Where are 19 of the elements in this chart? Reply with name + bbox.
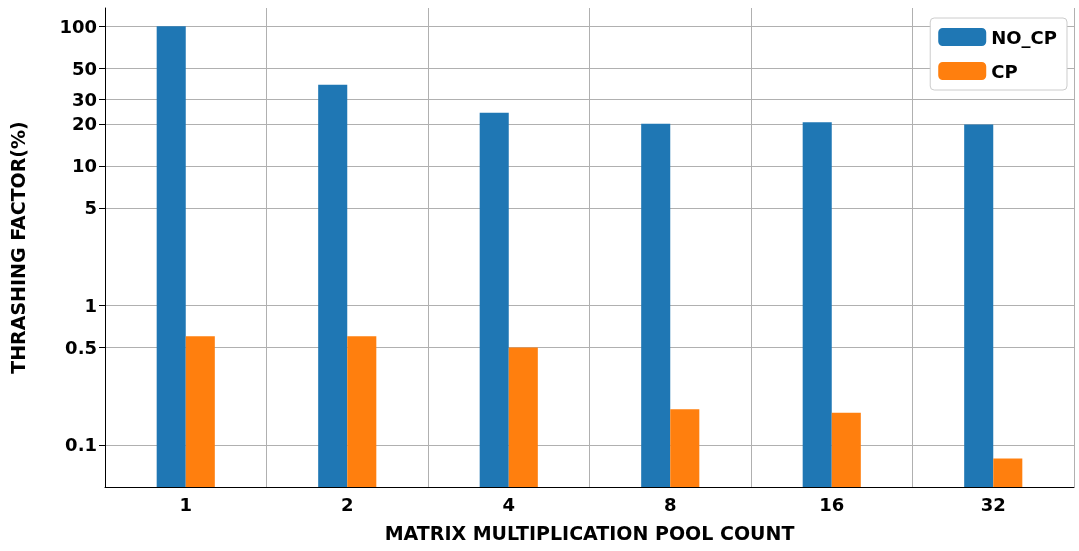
y-tick-label: 5 (84, 197, 97, 219)
x-tick-label: 4 (502, 493, 516, 515)
x-tick-label: 8 (663, 493, 677, 515)
y-tick-label: 50 (71, 57, 97, 79)
legend-label: CP (991, 60, 1018, 82)
y-tick-label: 0.1 (65, 434, 97, 456)
y-tick-label: 10 (71, 155, 97, 177)
legend-label: NO_CP (991, 26, 1058, 48)
x-tick-label: 1 (179, 493, 193, 515)
y-axis-title: THRASHING FACTOR(%) (6, 121, 29, 374)
x-tick-label: 32 (980, 493, 1006, 515)
x-tick-label: 2 (340, 493, 354, 515)
y-tick-label: 1 (84, 294, 97, 316)
x-axis-title: MATRIX MULTIPLICATION POOL COUNT (384, 521, 795, 544)
y-tick-label: 30 (71, 88, 97, 110)
x-tick-label: 16 (819, 493, 845, 515)
y-tick-label: 20 (71, 113, 97, 135)
y-tick-label: 100 (59, 15, 97, 37)
y-tick-label: 0.5 (65, 336, 97, 358)
